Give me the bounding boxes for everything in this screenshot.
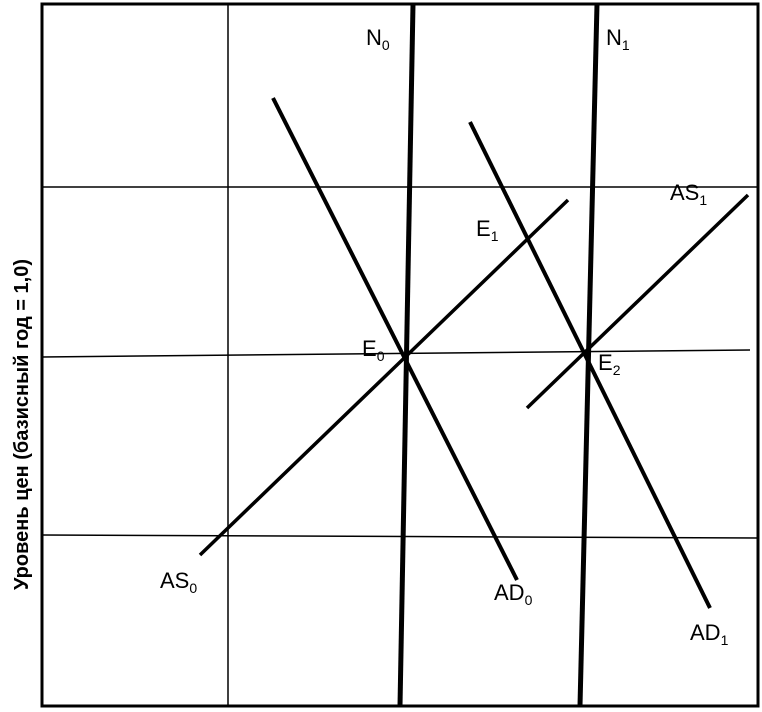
label-ad1: AD1 — [690, 620, 729, 648]
label-e0: E0 — [362, 336, 385, 364]
grid-horizontal — [41, 534, 759, 539]
grid — [41, 4, 759, 706]
grid-horizontal — [41, 349, 751, 358]
curve-as1 — [525, 193, 750, 410]
label-n1: N1 — [606, 25, 630, 53]
curve-n1 — [577, 3, 600, 707]
label-ad0: AD0 — [494, 580, 533, 608]
label-e1: E1 — [476, 216, 499, 244]
label-e2: E2 — [598, 350, 621, 378]
curve-ad1 — [468, 121, 712, 609]
curve-as0 — [198, 198, 570, 557]
y-axis-label: Уровень цен (базисный год = 1,0) — [11, 259, 33, 590]
label-n0: N0 — [366, 25, 390, 53]
label-as1: AS1 — [670, 180, 707, 208]
label-as0: AS0 — [160, 568, 197, 596]
curve-ad0 — [271, 97, 519, 581]
